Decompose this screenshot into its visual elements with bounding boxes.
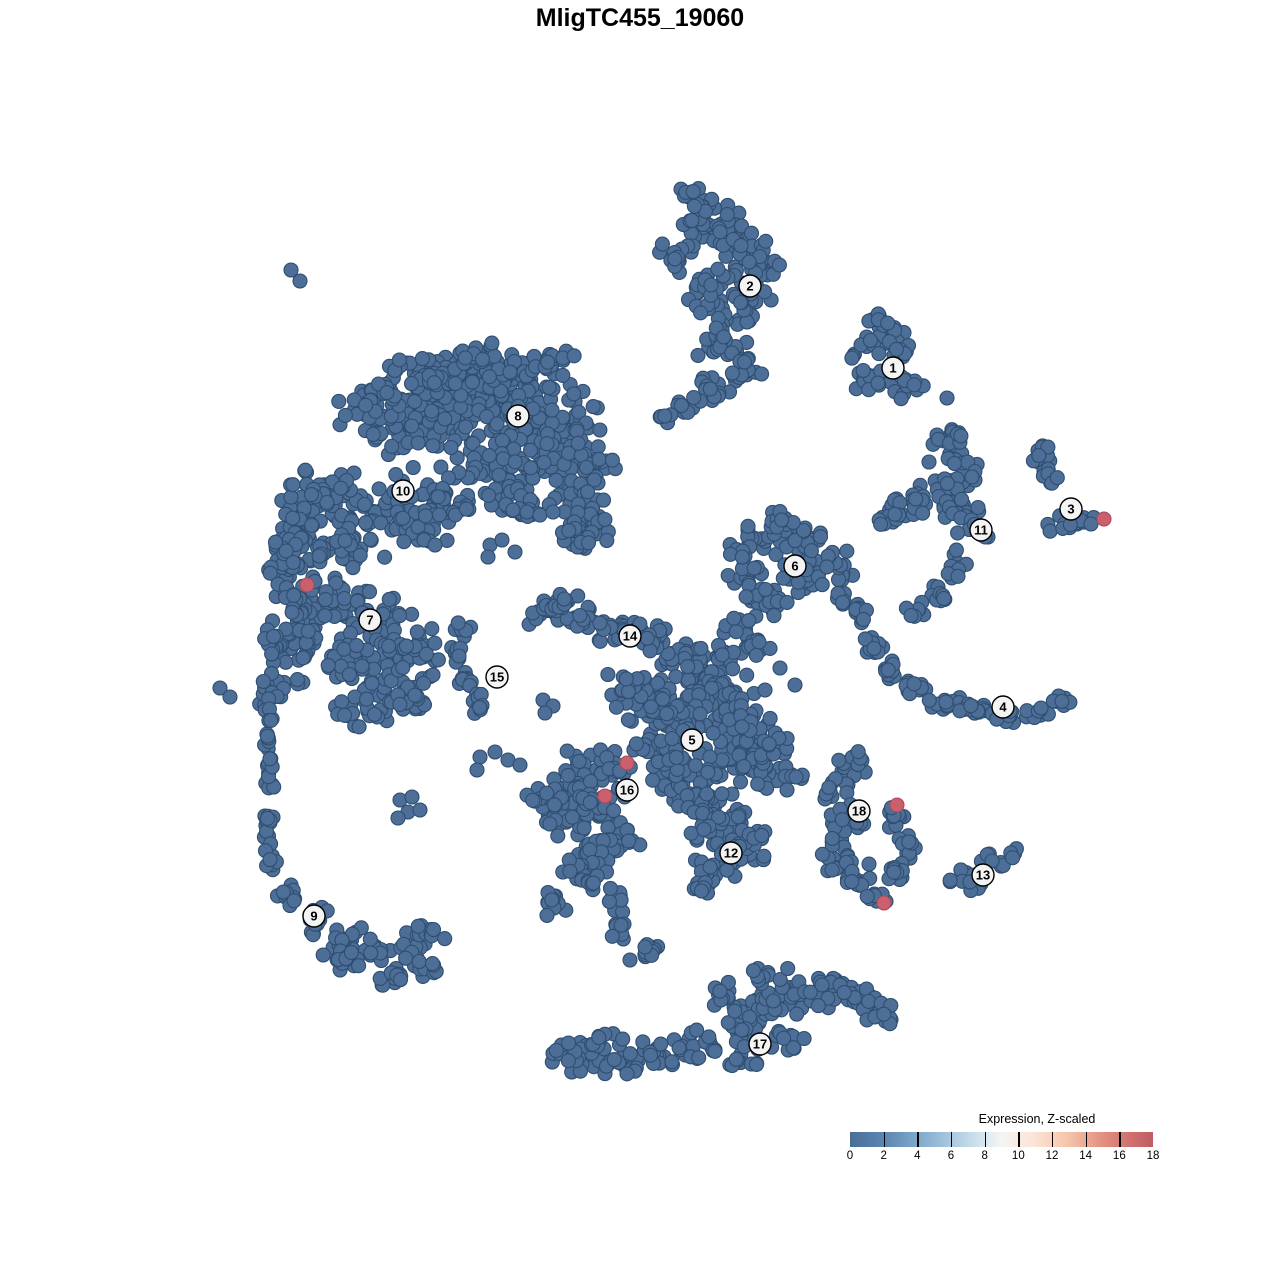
legend-tick-mark xyxy=(984,1132,987,1147)
legend-tick-mark xyxy=(1119,1132,1121,1147)
legend-tick-label: 12 xyxy=(1045,1150,1059,1162)
cluster-label-3: 3 xyxy=(1059,497,1083,521)
chart-title: MligTC455_19060 xyxy=(535,4,745,32)
cluster-label-1: 1 xyxy=(881,356,905,380)
cluster-label-6: 6 xyxy=(783,554,807,578)
cluster-label-4: 4 xyxy=(991,695,1015,719)
svg-text:18: 18 xyxy=(852,804,866,819)
cluster-label-18: 18 xyxy=(847,799,871,823)
svg-text:13: 13 xyxy=(976,868,990,883)
legend-tick-mark xyxy=(1018,1132,1020,1147)
cluster-label-13: 13 xyxy=(971,863,995,887)
cluster-label-2: 2 xyxy=(738,274,762,298)
svg-text:6: 6 xyxy=(791,559,798,574)
cluster-label-15: 15 xyxy=(485,665,509,689)
cluster-label-17: 17 xyxy=(748,1032,772,1056)
legend-tick-label: 18 xyxy=(1146,1150,1160,1162)
highlighted-points xyxy=(299,511,1112,911)
legend-tick-label: 14 xyxy=(1079,1150,1093,1162)
svg-text:7: 7 xyxy=(366,613,373,628)
svg-text:17: 17 xyxy=(753,1037,767,1052)
cluster-label-9: 9 xyxy=(302,904,326,928)
svg-text:11: 11 xyxy=(974,523,988,538)
legend-tick-label: 8 xyxy=(981,1150,988,1162)
svg-text:14: 14 xyxy=(623,629,638,644)
legend-tick-label: 2 xyxy=(880,1150,887,1162)
legend-tick-mark xyxy=(1052,1132,1054,1147)
cluster-label-14: 14 xyxy=(618,624,642,648)
cluster-label-10: 10 xyxy=(391,479,415,503)
svg-text:2: 2 xyxy=(746,279,753,294)
legend-tick-label: 4 xyxy=(914,1150,921,1162)
legend-tick-mark xyxy=(1085,1132,1088,1147)
cluster-label-11: 11 xyxy=(969,518,993,542)
svg-text:1: 1 xyxy=(889,361,896,376)
svg-text:9: 9 xyxy=(310,909,317,924)
legend-tick-label: 10 xyxy=(1011,1150,1025,1162)
svg-text:12: 12 xyxy=(724,846,738,861)
legend-tick-label: 6 xyxy=(947,1150,955,1162)
legend-tick-mark xyxy=(883,1132,886,1147)
svg-text:10: 10 xyxy=(396,484,410,499)
cluster-label-8: 8 xyxy=(506,404,530,428)
svg-text:16: 16 xyxy=(620,783,634,798)
cluster-label-16: 16 xyxy=(615,778,639,802)
legend-tick-label: 16 xyxy=(1112,1150,1126,1162)
legend-title: Expression, Z-scaled xyxy=(978,1112,1096,1126)
legend-colorbar xyxy=(850,1132,1153,1147)
cluster-label-7: 7 xyxy=(358,608,382,632)
svg-text:15: 15 xyxy=(490,670,504,685)
cluster-label-5: 5 xyxy=(680,728,704,752)
svg-text:5: 5 xyxy=(688,733,695,748)
cluster-label-12: 12 xyxy=(719,841,743,865)
cluster-points xyxy=(212,181,1102,1082)
legend-tick-mark xyxy=(951,1132,953,1147)
legend-tick-label: 0 xyxy=(846,1150,854,1162)
svg-text:8: 8 xyxy=(514,409,521,424)
svg-text:4: 4 xyxy=(999,700,1007,715)
svg-text:3: 3 xyxy=(1067,502,1074,517)
legend-tick-mark xyxy=(917,1132,919,1147)
